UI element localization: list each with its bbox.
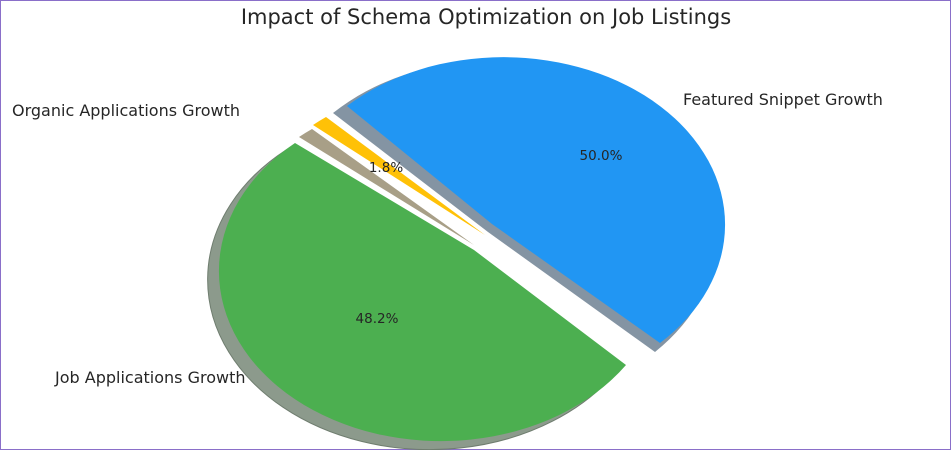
pie-slices bbox=[218, 57, 726, 442]
label-organic-applications-growth: Organic Applications Growth bbox=[12, 101, 240, 120]
slice-featured-snippet-growth[interactable] bbox=[347, 57, 726, 343]
slice-organic-applications-growth[interactable] bbox=[313, 117, 485, 235]
chart-title: Impact of Schema Optimization on Job Lis… bbox=[241, 5, 731, 29]
slice-job-applications-growth[interactable] bbox=[218, 143, 626, 442]
pct-label-featured: 50.0% bbox=[580, 148, 623, 164]
pct-label-job: 48.2% bbox=[356, 311, 399, 327]
pct-label-organic: 1.8% bbox=[369, 160, 403, 176]
label-job-applications-growth: Job Applications Growth bbox=[54, 368, 245, 387]
label-featured-snippet-growth: Featured Snippet Growth bbox=[683, 90, 883, 109]
